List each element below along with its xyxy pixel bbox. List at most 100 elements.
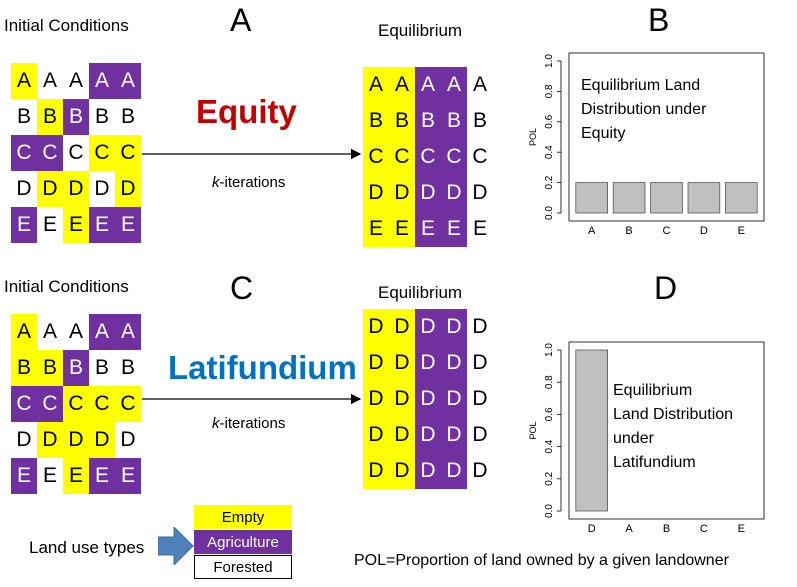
grid-cell: A — [467, 67, 493, 103]
grid-cell: B — [11, 99, 37, 135]
grid-cell: D — [415, 175, 441, 211]
y-axis-label: POL — [528, 421, 538, 439]
grid-cell: D — [389, 175, 415, 211]
grid-cell: D — [89, 422, 115, 458]
y-tick-label: 0.6 — [544, 407, 555, 421]
grid-cell: D — [11, 422, 37, 458]
grid-cell: D — [415, 345, 441, 381]
panel-c-equilibrium-title: Equilibrium — [378, 283, 463, 302]
grid-cell: D — [467, 175, 493, 211]
plot-frame — [568, 52, 765, 222]
grid-cell: D — [441, 175, 467, 211]
grid-cell: C — [441, 139, 467, 175]
grid-cell: C — [63, 386, 89, 422]
legend-item-agriculture: Agriculture — [194, 530, 292, 554]
grid-cell: D — [363, 417, 389, 453]
y-tick-label: 0.2 — [544, 175, 555, 189]
chart-annotation-line: Equilibrium Land — [581, 77, 700, 94]
grid-cell: C — [363, 139, 389, 175]
grid-cell: E — [11, 458, 37, 494]
grid-cell: D — [467, 309, 493, 345]
grid-cell: C — [115, 386, 141, 422]
grid-cell: E — [63, 458, 89, 494]
grid-cell: D — [363, 175, 389, 211]
grid-cell: D — [389, 309, 415, 345]
grid-cell: D — [363, 345, 389, 381]
grid-cell: D — [415, 309, 441, 345]
grid-cell: E — [441, 211, 467, 247]
y-tick-label: 0.0 — [544, 504, 555, 518]
bar-d — [575, 349, 608, 512]
grid-cell: E — [37, 458, 63, 494]
grid-cell: D — [389, 453, 415, 489]
grid-cell: D — [467, 417, 493, 453]
x-tick-label: B — [625, 225, 632, 237]
grid-cell: C — [11, 386, 37, 422]
grid-cell: E — [415, 211, 441, 247]
panel-c-iterations-label: k-iterations — [212, 415, 285, 432]
grid-cell: A — [441, 67, 467, 103]
grid-cell: A — [37, 314, 63, 350]
grid-cell: B — [115, 99, 141, 135]
y-tick-label: 0.2 — [544, 471, 555, 485]
grid-cell: C — [11, 135, 37, 171]
grid-cell: C — [63, 135, 89, 171]
chart-annotation-line: Equity — [581, 125, 625, 142]
grid-cell: D — [467, 453, 493, 489]
grid-cell: E — [363, 211, 389, 247]
grid-cell: B — [363, 103, 389, 139]
panel-a-letter: A — [230, 2, 252, 38]
grid-cell: B — [441, 103, 467, 139]
y-tick-label: 0.4 — [544, 145, 555, 159]
grid-cell: D — [11, 171, 37, 207]
grid-cell: E — [11, 207, 37, 243]
x-tick-label: C — [663, 225, 671, 237]
legend-arrow-icon — [158, 527, 194, 565]
plot-frame — [568, 341, 765, 520]
latifundium-label: Latifundium — [168, 349, 357, 386]
grid-cell: D — [389, 417, 415, 453]
equity-label: Equity — [196, 93, 297, 130]
chart-b: 0.0 0.2 0.4 0.6 0.8 1.0 POL A B C D E Equilibrium La… — [528, 52, 765, 237]
grid-cell: E — [467, 211, 493, 247]
grid-cell: D — [441, 417, 467, 453]
grid-cell: A — [389, 67, 415, 103]
y-tick-label: 0.6 — [544, 114, 555, 128]
grid-cell: D — [415, 381, 441, 417]
grid-cell: D — [441, 345, 467, 381]
panel-a-iterations-label: k-iterations — [212, 174, 285, 191]
grid-cell: E — [89, 458, 115, 494]
grid-cell: A — [89, 314, 115, 350]
grid-cell: A — [415, 67, 441, 103]
chart-d: 0.0 0.2 0.4 0.6 0.8 1.0 POL D A B C E Equilibrium Lan… — [528, 341, 765, 535]
chart-annotation-line: Land Distribution — [613, 406, 733, 423]
x-tick-label: D — [700, 225, 708, 237]
panel-b-letter: B — [648, 2, 670, 38]
x-tick-label: A — [625, 523, 633, 535]
legend-title: Land use types — [29, 538, 145, 557]
grid-cell: B — [11, 350, 37, 386]
y-tick-label: 1.0 — [544, 343, 555, 357]
grid-cell: B — [389, 103, 415, 139]
x-tick-label: A — [588, 225, 596, 237]
grid-cell: D — [441, 309, 467, 345]
grid-cell: D — [63, 171, 89, 207]
iterations-k: k — [212, 174, 220, 191]
y-tick-label: 0.8 — [544, 375, 555, 389]
grid-cell: E — [115, 458, 141, 494]
grid-cell: A — [63, 63, 89, 99]
grid-cell: D — [363, 309, 389, 345]
grid-cell: D — [389, 381, 415, 417]
grid-cell: A — [89, 63, 115, 99]
grid-cell: C — [37, 135, 63, 171]
x-tick-label: D — [588, 523, 596, 535]
chart-annotation-line: Latifundium — [613, 454, 696, 471]
panel-a-equilibrium-title: Equilibrium — [378, 21, 463, 40]
grid-cell: C — [467, 139, 493, 175]
grid-cell: D — [415, 417, 441, 453]
y-axis-label: POL — [528, 128, 538, 146]
grid-cell: D — [467, 381, 493, 417]
